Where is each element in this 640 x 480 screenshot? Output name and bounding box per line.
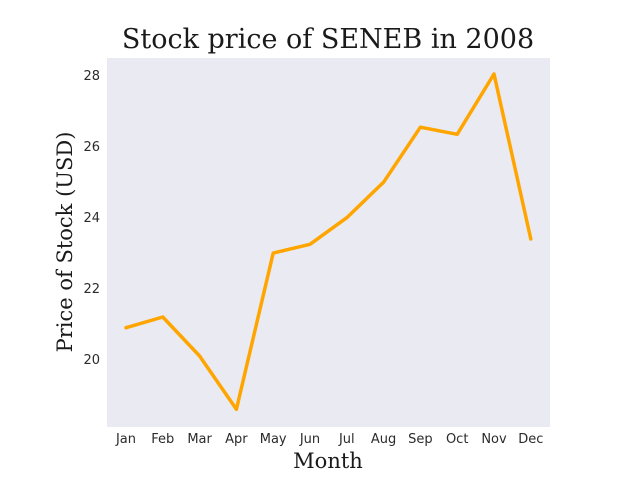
x-tick-label: Feb xyxy=(151,432,174,447)
x-tick-label: Dec xyxy=(518,432,543,447)
x-tick-label: Jan xyxy=(115,432,136,447)
x-tick-label: Sep xyxy=(408,432,433,447)
plot-area xyxy=(107,58,550,427)
x-tick-label: Oct xyxy=(446,432,468,447)
x-tick-label: Mar xyxy=(187,432,212,447)
x-tick-label: Nov xyxy=(481,432,507,447)
y-axis-ticks: 20 22 24 26 28 xyxy=(83,69,100,368)
y-tick-label: 22 xyxy=(83,282,100,297)
x-tick-label: Jul xyxy=(338,432,355,447)
x-tick-label: Apr xyxy=(225,432,248,447)
y-tick-label: 20 xyxy=(83,353,100,368)
y-axis-label: Price of Stock (USD) xyxy=(53,132,77,353)
y-tick-label: 26 xyxy=(83,140,100,155)
chart-title: Stock price of SENEB in 2008 xyxy=(122,24,534,55)
x-axis-label: Month xyxy=(293,449,363,473)
x-axis-ticks: Jan Feb Mar Apr May Jun Jul Aug Sep Oct Nov Dec xyxy=(115,432,543,447)
y-tick-label: 24 xyxy=(83,211,100,226)
series-layer xyxy=(124,72,533,412)
x-tick-label: Jun xyxy=(299,432,320,447)
y-tick-label: 28 xyxy=(83,69,100,84)
series-line xyxy=(124,72,533,412)
x-tick-label: Aug xyxy=(371,432,396,447)
x-tick-label: May xyxy=(260,432,287,447)
